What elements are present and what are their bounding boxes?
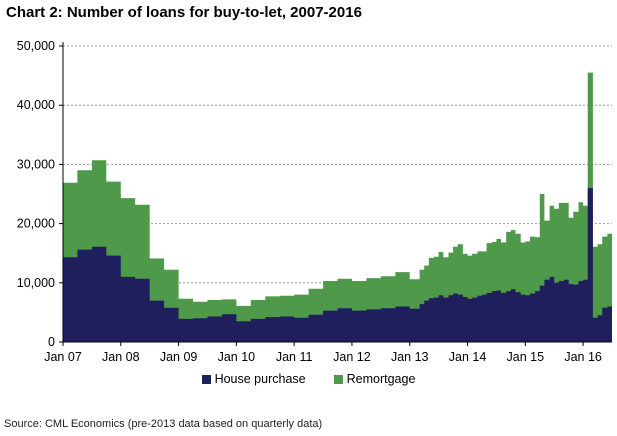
legend-label-remortgage: Remortgage	[346, 372, 416, 386]
x-tick-label: Jan 07	[44, 350, 82, 364]
x-tick-label: Jan 13	[391, 350, 429, 364]
y-tick-label: 40,000	[17, 98, 55, 112]
x-tick-label: Jan 12	[333, 350, 371, 364]
y-tick-label: 10,000	[17, 276, 55, 290]
legend: House purchase Remortgage	[0, 372, 617, 386]
axes: 0 10,000 20,000 30,000 40,000 50,000 Jan 07 Jan…	[17, 39, 612, 364]
x-tick-label: Jan 14	[449, 350, 487, 364]
y-tick-label: 0	[48, 335, 55, 349]
x-tick-label: Jan 09	[160, 350, 198, 364]
y-tick-label: 50,000	[17, 39, 55, 53]
x-tick-label: Jan 15	[507, 350, 545, 364]
x-tick-label: Jan 11	[276, 350, 313, 364]
area-remortgage	[63, 72, 612, 342]
chart-title: Chart 2: Number of loans for buy-to-let,…	[6, 4, 362, 21]
legend-item-remortgage: Remortgage	[333, 372, 416, 386]
legend-item-house-purchase: House purchase	[201, 372, 306, 386]
y-tick-label: 30,000	[17, 157, 55, 171]
x-tick-label: Jan 08	[102, 350, 140, 364]
y-tick-label: 20,000	[17, 217, 55, 231]
source-note: Source: CML Economics (pre-2013 data bas…	[4, 418, 323, 430]
legend-swatch-remortgage	[333, 374, 343, 384]
x-tick-label: Jan 10	[218, 350, 256, 364]
legend-label-house-purchase: House purchase	[214, 372, 306, 386]
legend-swatch-house-purchase	[201, 374, 211, 384]
area-series	[63, 72, 612, 342]
area-house-purchase	[63, 188, 612, 342]
x-tick-label: Jan 16	[564, 350, 602, 364]
